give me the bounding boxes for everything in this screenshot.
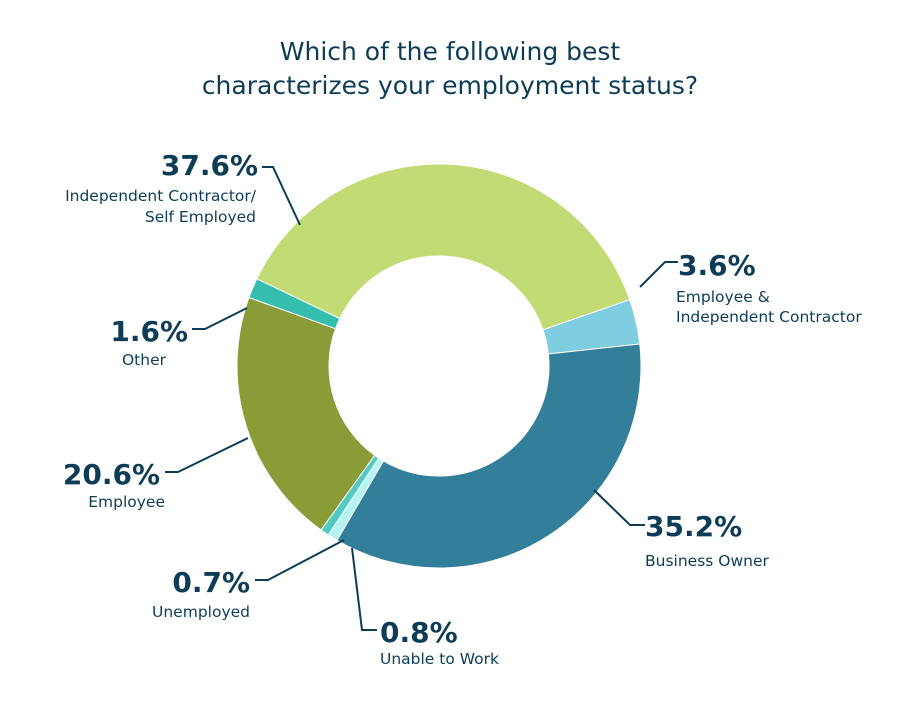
percent-label-independent-contractor-self-employed: 37.6%: [161, 149, 258, 182]
percent-label-unemployed: 0.7%: [172, 566, 250, 599]
category-label-independent-contractor-self-employed-line-1: Independent Contractor/: [65, 187, 257, 205]
percent-label-employee-independent-contractor: 3.6%: [678, 249, 756, 282]
percent-label-business-owner: 35.2%: [645, 510, 742, 543]
leader-line-business-owner: [593, 489, 645, 526]
category-label-business-owner-line-1: Business Owner: [645, 552, 770, 570]
category-label-other-line-1: Other: [122, 351, 167, 369]
category-label-employee-line-1: Employee: [88, 493, 165, 511]
donut-slices: [236, 163, 642, 569]
category-label-employee-independent-contractor-line-2: Independent Contractor: [676, 308, 862, 326]
leader-line-other: [192, 307, 248, 330]
category-label-independent-contractor-self-employed-line-2: Self Employed: [145, 208, 256, 226]
slice-labels: 3.6% Employee & Independent Contractor 35.2…: [63, 149, 862, 668]
leader-line-independent-contractor-self-employed: [262, 166, 301, 226]
leader-line-employee-independent-contractor: [639, 261, 678, 288]
slice-independent-contractor-self-employed: [256, 163, 631, 331]
percent-label-other: 1.6%: [110, 315, 188, 348]
percent-label-employee: 20.6%: [63, 458, 160, 491]
chart-title-line-1: Which of the following best: [280, 37, 621, 66]
category-label-unable-to-work-line-1: Unable to Work: [380, 650, 499, 668]
chart-title-line-2: characterizes your employment status?: [202, 71, 698, 100]
percent-label-unable-to-work: 0.8%: [380, 616, 458, 649]
category-label-employee-independent-contractor-line-1: Employee &: [676, 288, 770, 306]
leader-line-unemployed: [255, 539, 345, 581]
category-label-unemployed-line-1: Unemployed: [152, 603, 250, 621]
leader-line-unable-to-work: [351, 547, 377, 631]
slice-business-owner: [336, 343, 642, 569]
leader-line-employee: [165, 437, 249, 473]
